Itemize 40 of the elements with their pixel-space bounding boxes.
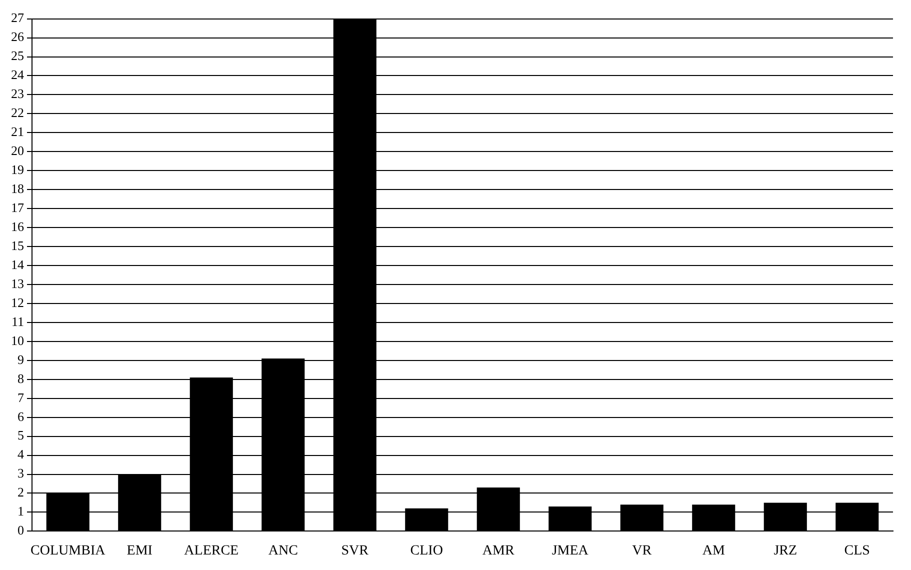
y-tick-label: 22 xyxy=(11,105,24,120)
x-tick-label: EMI xyxy=(126,543,153,558)
x-tick-label: JRZ xyxy=(774,543,798,558)
x-tick-label: CLIO xyxy=(410,543,443,558)
y-tick-label: 16 xyxy=(11,218,24,234)
y-tick-label: 15 xyxy=(11,238,24,253)
y-tick-label: 2 xyxy=(18,484,24,500)
y-tick-label: 4 xyxy=(18,446,24,462)
y-tick-label: 14 xyxy=(11,256,24,272)
y-tick-label: 19 xyxy=(11,162,24,178)
x-tick-label: ANC xyxy=(268,543,298,558)
x-tick-label: SVR xyxy=(341,543,370,558)
y-tick-label: 5 xyxy=(18,428,24,443)
y-tick-label: 10 xyxy=(11,332,24,348)
y-tick-label: 18 xyxy=(11,181,24,196)
y-tick-label: 25 xyxy=(11,48,24,64)
y-tick-label: 1 xyxy=(18,504,24,519)
x-tick-label: JMEA xyxy=(552,543,590,558)
y-tick-label: 17 xyxy=(11,200,24,215)
y-tick-label: 23 xyxy=(11,86,24,102)
y-tick-label: 11 xyxy=(11,314,24,329)
y-tick-label: 9 xyxy=(18,352,24,367)
y-tick-label: 26 xyxy=(11,29,24,44)
x-tick-label: COLUMBIA xyxy=(30,543,106,558)
x-tick-label: AMR xyxy=(482,543,515,558)
x-tick-label: ALERCE xyxy=(184,543,239,558)
y-tick-label: 3 xyxy=(18,466,24,481)
y-tick-label: 13 xyxy=(11,276,24,291)
y-tick-label: 8 xyxy=(18,370,24,386)
x-tick-label: CLS xyxy=(844,543,870,558)
y-tick-label: 7 xyxy=(18,390,24,405)
y-tick-label: 24 xyxy=(11,67,24,82)
y-tick-label: 6 xyxy=(18,408,24,424)
y-tick-label: 21 xyxy=(11,124,24,140)
y-tick-label: 0 xyxy=(18,522,24,538)
y-tick-label: 12 xyxy=(11,294,24,310)
y-tick-label: 27 xyxy=(11,10,24,26)
x-tick-label: AM xyxy=(702,543,726,558)
x-tick-label: VR xyxy=(632,543,652,558)
y-tick-label: 20 xyxy=(11,143,24,158)
